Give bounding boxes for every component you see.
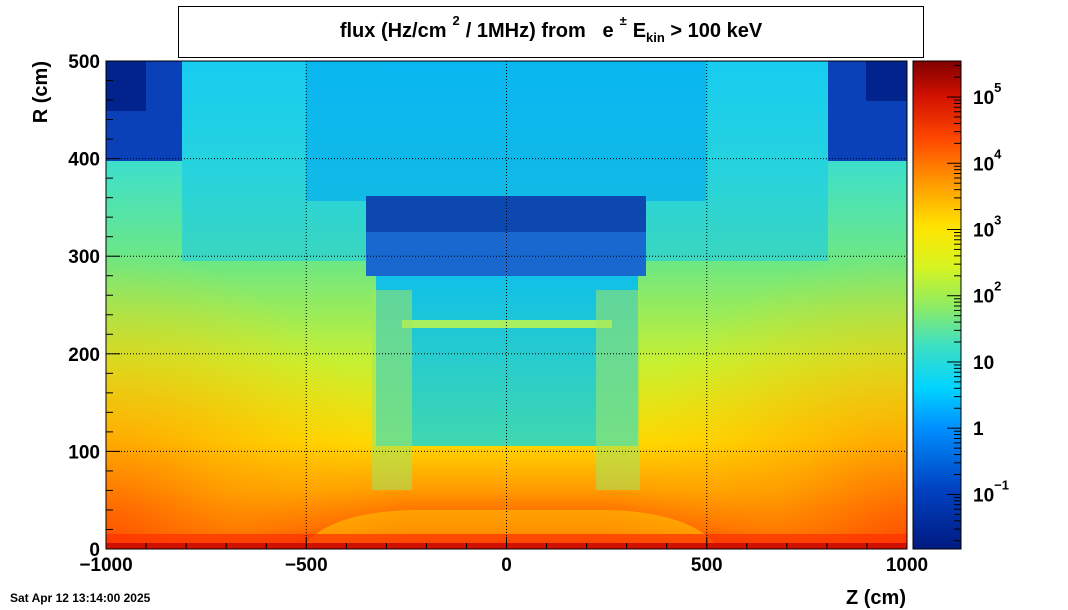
- colorbar: [913, 61, 961, 549]
- x-tick-label: 0: [501, 555, 512, 576]
- title-exponent: 2: [452, 13, 460, 28]
- flux-corner-left-deep: [106, 61, 146, 111]
- timestamp: Sat Apr 12 13:14:00 2025: [10, 591, 151, 605]
- flux-hotspot-left: [106, 250, 406, 549]
- x-axis-label: Z (cm): [846, 587, 906, 609]
- colorbar-tick-label: 10−1: [973, 477, 1009, 506]
- y-tick-label: 100: [68, 442, 100, 463]
- title-energy-symbol: E: [632, 20, 647, 42]
- y-tick-label: 500: [68, 52, 100, 73]
- flux-inner-bar: [402, 320, 612, 328]
- y-axis: 0 100 200 300 400 500: [68, 52, 120, 561]
- colorbar-tick-label: 104: [973, 146, 1002, 175]
- title-energy-subscript: kin: [646, 30, 665, 45]
- x-tick-label: −1000: [79, 555, 132, 576]
- title-part1: flux (Hz/cm: [339, 20, 447, 42]
- flux-inner-left-column: [372, 290, 412, 490]
- colorbar-tick-label: 1: [973, 419, 984, 440]
- chart-title-box: flux (Hz/cm 2 / 1MHz) from e ± Ekin > 100 ke…: [178, 6, 924, 58]
- y-tick-label: 300: [68, 247, 100, 268]
- x-tick-label: 500: [691, 555, 723, 576]
- colorbar-frame: [912, 60, 962, 550]
- colorbar-tick-label: 105: [973, 80, 1001, 109]
- y-axis-label: R (cm): [30, 61, 52, 123]
- x-tick-label: −500: [285, 555, 328, 576]
- title-part3: > 100 keV: [670, 20, 763, 42]
- y-tick-label: 400: [68, 150, 100, 171]
- x-tick-label: 1000: [886, 555, 928, 576]
- flux-inner-right-column: [596, 290, 640, 490]
- colorbar-tick-label: 103: [973, 213, 1001, 242]
- y-tick-label: 0: [89, 540, 100, 561]
- y-tick-label: 200: [68, 345, 100, 366]
- x-axis: −1000 −500 0 500 1000: [79, 537, 928, 576]
- colorbar-tick-label: 10: [973, 353, 994, 374]
- colorbar-tick-label: 102: [973, 279, 1001, 308]
- title-particle: e: [602, 20, 614, 42]
- title-part2: / 1MHz) from: [465, 20, 586, 42]
- colorbar-axis: 10−1 1 10 102 103 104 105: [947, 64, 1009, 542]
- flux-hotspot-right: [607, 250, 907, 549]
- flux-corner-right-deep: [866, 61, 907, 101]
- chart-title: flux (Hz/cm 2 / 1MHz) from e ± Ekin > 100 ke…: [179, 13, 923, 45]
- grid-lines: [106, 61, 907, 549]
- title-particle-charge: ±: [619, 13, 627, 28]
